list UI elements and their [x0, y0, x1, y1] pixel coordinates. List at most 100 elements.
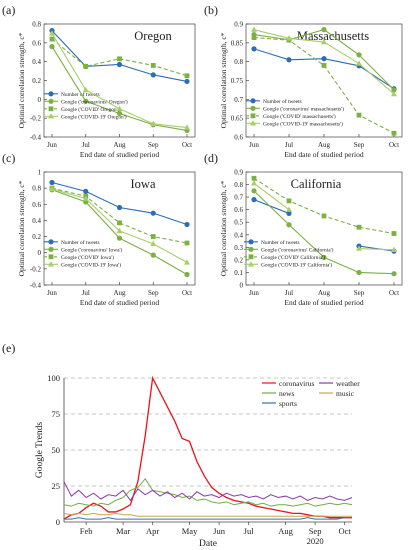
x-tick-label: Aug	[113, 289, 126, 297]
x-tick-label: Aug	[318, 289, 331, 297]
series-2	[251, 175, 397, 236]
data-point	[356, 224, 362, 230]
y-tick-label: 0.9	[234, 21, 243, 29]
x-tick-label: Jun	[47, 141, 57, 149]
legend-marker	[48, 239, 54, 245]
data-point	[117, 56, 122, 62]
legend-marker	[48, 113, 54, 119]
data-point	[251, 197, 257, 203]
legend-marker	[250, 105, 256, 111]
y-tick-label: 50	[52, 445, 61, 455]
data-point	[251, 175, 257, 181]
x-tick-label: Aug	[278, 526, 293, 536]
legend-marker	[48, 106, 54, 112]
series-1	[251, 188, 397, 277]
series-0	[251, 46, 397, 92]
y-tick-label: 0.8	[234, 58, 243, 66]
legend-label: Google ('COVID' Oregon')	[61, 106, 120, 113]
x-axis-label: End date of studied period	[284, 298, 363, 307]
y-tick-label: 0.8	[32, 185, 41, 193]
x-tick-label: Sep	[309, 526, 322, 536]
y-tick-label: 100	[47, 373, 60, 383]
x-tick-label: Apr	[146, 526, 159, 536]
data-point	[49, 30, 55, 36]
data-point	[116, 235, 123, 241]
y-tick-label: 0.1	[234, 269, 243, 277]
data-point	[184, 259, 190, 265]
data-point	[83, 188, 89, 194]
legend-marker	[48, 91, 54, 97]
legend-label: coronavirus	[279, 379, 314, 388]
legend-label: weather	[336, 379, 360, 388]
x-tick-label: Sep	[354, 289, 365, 297]
y-tick-label: 0.5	[234, 219, 243, 227]
series-3	[49, 30, 190, 130]
chart-massachusetts: 0.6 0.65 0.7 0.75 0.8 0.85 0.9 Jun Jul Aug Sep Oct E…	[219, 21, 403, 159]
series-2	[49, 36, 190, 79]
data-point	[286, 206, 292, 212]
data-point	[150, 63, 156, 68]
x-axis-label: End date of studied period	[80, 150, 159, 159]
data-point	[286, 57, 292, 63]
y-tick-label: 0.2	[32, 233, 41, 241]
data-point	[150, 120, 157, 127]
chart-iowa: -0.4 -0.2 0 0.2 0.4 0.6 0.8 1 Jun Jul Aug Sep Oct End…	[17, 169, 196, 307]
data-point	[356, 269, 362, 276]
y-tick-label: -0.2	[30, 265, 42, 273]
x-tick-label: Oct	[389, 289, 399, 297]
data-point	[116, 110, 123, 117]
x-tick-label: Jul	[82, 141, 90, 149]
y-tick-label: -0.2	[30, 115, 42, 123]
legend-label: Google ('COVID-19' Oregon')	[61, 114, 127, 121]
data-point	[150, 252, 156, 258]
x-tick-label: Jun	[213, 526, 226, 536]
data-point	[391, 130, 397, 136]
data-point	[150, 72, 156, 78]
y-tick-label: 0.4	[32, 58, 41, 66]
data-point	[116, 227, 123, 234]
data-point	[321, 27, 327, 33]
series-3	[49, 185, 190, 265]
data-point	[286, 210, 292, 217]
data-point	[391, 90, 397, 97]
legend-label: Google ('COVID' California')	[261, 254, 325, 261]
y-tick-label: -0.4	[30, 134, 42, 142]
legend-marker	[250, 113, 256, 119]
data-point	[49, 36, 55, 42]
legend-label: news	[279, 389, 294, 398]
legend-marker	[248, 239, 254, 245]
data-point	[83, 98, 89, 104]
data-point	[251, 46, 257, 52]
y-tick-label: 0.4	[32, 217, 41, 225]
x-axis-label: Date	[199, 539, 217, 549]
data-point	[356, 112, 362, 118]
y-tick-label: 0.6	[234, 206, 243, 214]
panel-label-a: (a)	[2, 3, 15, 17]
y-tick-label: 0.7	[234, 194, 243, 202]
x-tick-label: Oct	[182, 289, 192, 297]
x-tick-label: Jul	[82, 289, 90, 297]
legend-label: Number of tweets	[263, 98, 302, 105]
legend-marker	[48, 261, 54, 267]
series-line	[253, 199, 290, 214]
legend-label: Number of tweets	[61, 239, 100, 246]
legend-marker	[248, 246, 254, 252]
x-tick-label: Jun	[249, 289, 259, 297]
data-point	[184, 78, 190, 85]
year-label: 2020	[307, 536, 324, 546]
data-point	[286, 35, 292, 41]
y-tick-label: 0.4	[234, 231, 243, 239]
data-point	[391, 87, 397, 93]
y-axis-label: Optimal correlation strength, c*	[219, 180, 228, 276]
x-tick-label: Oct	[389, 141, 399, 149]
y-tick-label: 0.2	[32, 77, 41, 85]
data-point	[116, 61, 123, 68]
data-point	[184, 271, 190, 278]
legend-label: Google ('coronavirus' Oregon')	[61, 99, 128, 106]
panel-label-d: (d)	[204, 151, 218, 165]
legend-marker	[248, 254, 254, 260]
x-tick-label: Jun	[47, 289, 57, 297]
y-tick-label: 0.6	[234, 134, 243, 142]
legend-label: Google ('COVID-19' California')	[261, 262, 332, 269]
x-tick-label: Oct	[182, 141, 192, 149]
